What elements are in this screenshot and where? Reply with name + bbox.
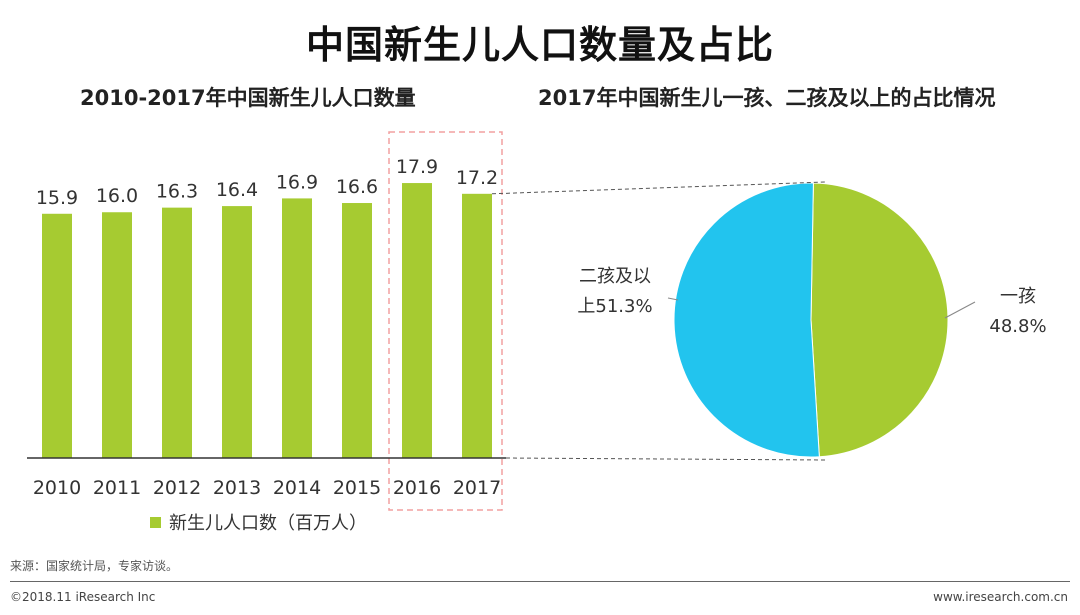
data-label-2010: 15.9 [36, 187, 78, 209]
x-tick-2017: 2017 [453, 477, 501, 499]
connector-bottom [505, 457, 827, 461]
pie-label-second-child-value: 上51.3% [577, 296, 653, 317]
bar-2016 [402, 183, 432, 458]
pie-label-second-child: 二孩及以 上51.3% [565, 262, 665, 322]
bar-2015 [342, 203, 372, 458]
bar-2017 [462, 193, 492, 459]
bar-2013 [222, 206, 252, 458]
data-label-2015: 16.6 [336, 176, 378, 198]
pie-chart-title: 2017年中国新生儿一孩、二孩及以上的占比情况 [538, 86, 996, 110]
bar-chart-title: 2010-2017年中国新生儿人口数量 [80, 86, 416, 110]
highlight-box [388, 131, 503, 511]
data-label-2012: 16.3 [156, 181, 198, 203]
bar-2014 [282, 198, 312, 458]
pie-label-first-child-name: 一孩 [1000, 286, 1036, 307]
data-label-2011: 16.0 [96, 185, 138, 207]
copyright-text: ©2018.11 iResearch Inc [10, 590, 156, 604]
leader-first-child [944, 301, 976, 319]
legend-label: 新生儿人口数（百万人） [169, 513, 367, 534]
bar-2012 [162, 207, 192, 458]
data-label-2017: 17.2 [456, 167, 498, 189]
pie-label-first-child-value: 48.8% [989, 316, 1047, 337]
bar-2011 [102, 212, 132, 458]
bar-2010 [42, 213, 72, 458]
x-tick-2015: 2015 [333, 477, 381, 499]
source-note: 来源：国家统计局，专家访谈。 [10, 559, 179, 573]
leader-second-child [667, 297, 679, 301]
x-tick-2013: 2013 [213, 477, 261, 499]
data-label-2013: 16.4 [216, 179, 258, 201]
pie-label-second-child-name: 二孩及以 [579, 266, 651, 287]
bar-legend: 新生儿人口数（百万人） [150, 509, 367, 535]
x-tick-2014: 2014 [273, 477, 321, 499]
x-tick-2016: 2016 [393, 477, 441, 499]
pie-slice-second-child [673, 182, 820, 458]
x-tick-2012: 2012 [153, 477, 201, 499]
legend-swatch [150, 516, 161, 528]
site-url: www.iresearch.com.cn [933, 590, 1068, 604]
footer-divider [10, 581, 1070, 582]
pie-label-first-child: 一孩 48.8% [978, 282, 1058, 342]
data-label-2016: 17.9 [396, 156, 438, 178]
x-tick-2011: 2011 [93, 477, 141, 499]
pie-slice-first-child [810, 182, 949, 458]
x-tick-2010: 2010 [33, 477, 81, 499]
page-title: 中国新生儿人口数量及占比 [305, 23, 774, 67]
data-label-2014: 16.9 [276, 171, 318, 193]
